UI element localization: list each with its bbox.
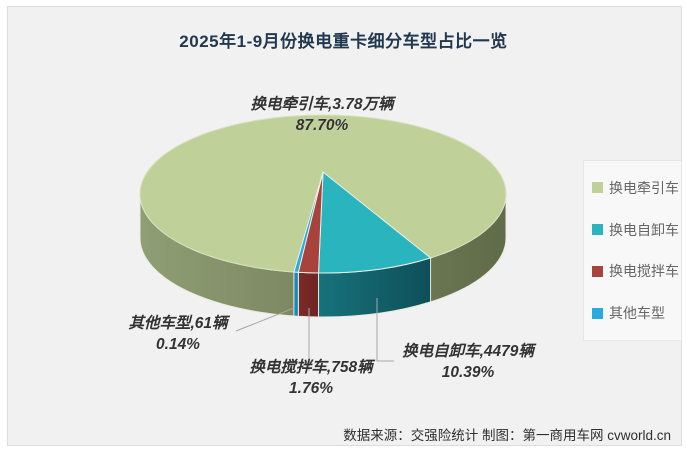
legend-item-dump: 换电自卸车: [592, 220, 681, 240]
legend-item-mixer: 换电搅拌车: [592, 261, 681, 281]
pie-slice-side-2: [297, 271, 320, 318]
legend-label-other: 其他车型: [609, 305, 665, 322]
slice-label-dump-text: 换电自卸车,4479辆: [402, 343, 534, 360]
pie-slices: [139, 114, 507, 318]
slice-label-other-text: 其他车型,61辆: [128, 315, 228, 332]
leader-line-other: [235, 307, 295, 332]
source-note: 数据来源：交强险统计 制图：第一商用车网 cvworld.cn: [343, 428, 671, 443]
legend-item-other: 其他车型: [592, 303, 681, 323]
legend-swatch-mixer: [592, 265, 603, 277]
slice-label-mixer-text: 换电搅拌车,758辆: [249, 359, 373, 376]
legend-swatch-tractor: [592, 182, 603, 194]
legend-label-mixer: 换电搅拌车: [609, 263, 679, 280]
legend-label-tractor: 换电牵引车: [609, 179, 679, 196]
slice-label-mixer-pct: 1.76%: [289, 380, 333, 397]
slice-label-dump-pct: 10.39%: [441, 364, 495, 381]
slice-label-dump: 换电自卸车,4479辆 10.39%: [402, 341, 534, 383]
slice-label-other: 其他车型,61辆 0.14%: [128, 313, 227, 355]
slice-label-tractor-text: 换电牵引车,3.78万辆: [250, 96, 394, 113]
slice-label-mixer: 换电搅拌车,758辆 1.76%: [249, 357, 372, 399]
slice-label-tractor: 换电牵引车,3.78万辆 87.70%: [251, 94, 394, 136]
legend: 换电牵引车 换电自卸车 换电搅拌车 其他车型: [583, 160, 682, 341]
chart-title: 2025年1-9月份换电重卡细分车型占比一览: [179, 32, 508, 51]
pie-slice-side-3: [293, 271, 299, 317]
pie-slice-1: [317, 170, 432, 274]
slice-label-other-pct: 0.14%: [156, 336, 200, 353]
leader-line-dump-truck: [376, 298, 394, 362]
slice-label-tractor-pct: 87.70%: [295, 117, 349, 134]
pie-slice-3: [293, 171, 324, 273]
legend-swatch-other: [592, 307, 603, 319]
legend-swatch-dump: [592, 224, 603, 236]
legend-item-tractor: 换电牵引车: [592, 178, 681, 198]
legend-label-dump: 换电自卸车: [609, 221, 679, 238]
